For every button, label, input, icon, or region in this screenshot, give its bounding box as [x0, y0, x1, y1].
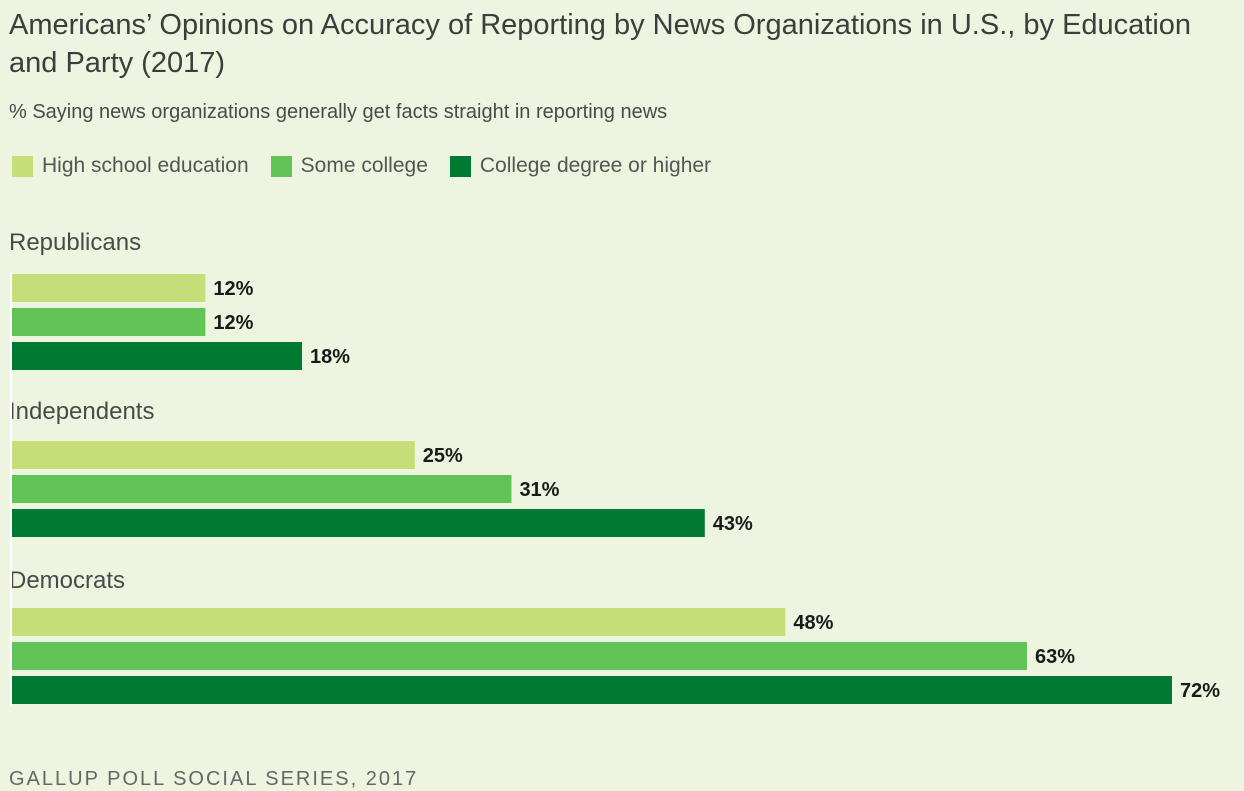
bar-republicans-high-school-education: [12, 274, 206, 302]
bar-independents-high-school-education: [12, 441, 415, 469]
value-label-democrats-college-degree-or-higher: 72%: [1180, 680, 1220, 702]
group-label-republicans: Republicans: [9, 229, 141, 256]
legend-item-high-school: High school education: [12, 154, 249, 178]
value-label-independents-some-college: 31%: [519, 479, 559, 501]
bar-republicans-some-college: [12, 308, 206, 336]
value-label-republicans-college-degree-or-higher: 18%: [310, 346, 350, 368]
source-note: GALLUP POLL SOCIAL SERIES, 2017: [9, 768, 419, 790]
legend: High school education Some college Colle…: [12, 154, 733, 178]
bar-republicans-college-degree-or-higher: [12, 342, 302, 370]
value-label-independents-college-degree-or-higher: 43%: [713, 513, 753, 535]
bar-democrats-high-school-education: [12, 608, 786, 636]
legend-label-college-degree: College degree or higher: [479, 154, 712, 177]
chart-subtitle: % Saying news organizations generally ge…: [9, 101, 668, 123]
value-label-independents-high-school-education: 25%: [423, 445, 463, 467]
bar-independents-college-degree-or-higher: [12, 509, 705, 537]
legend-swatch-college-degree: [449, 155, 471, 177]
legend-label-some-college: Some college: [300, 154, 428, 177]
value-label-democrats-high-school-education: 48%: [793, 612, 833, 634]
group-label-democrats: Democrats: [9, 567, 125, 594]
legend-item-college-degree: College degree or higher: [449, 154, 712, 178]
bar-democrats-college-degree-or-higher: [12, 676, 1172, 704]
value-label-democrats-some-college: 63%: [1035, 646, 1075, 668]
bar-democrats-some-college: [12, 642, 1027, 670]
value-label-republicans-high-school-education: 12%: [213, 278, 253, 300]
legend-item-some-college: Some college: [270, 154, 428, 178]
value-label-republicans-some-college: 12%: [213, 312, 253, 334]
chart-title: Americans’ Opinions on Accuracy of Repor…: [9, 9, 1192, 79]
legend-label-high-school: High school education: [42, 154, 249, 177]
legend-swatch-some-college: [270, 155, 292, 177]
bar-independents-some-college: [12, 475, 512, 503]
group-label-independents: Independents: [9, 398, 154, 425]
legend-swatch-high-school: [12, 155, 33, 177]
